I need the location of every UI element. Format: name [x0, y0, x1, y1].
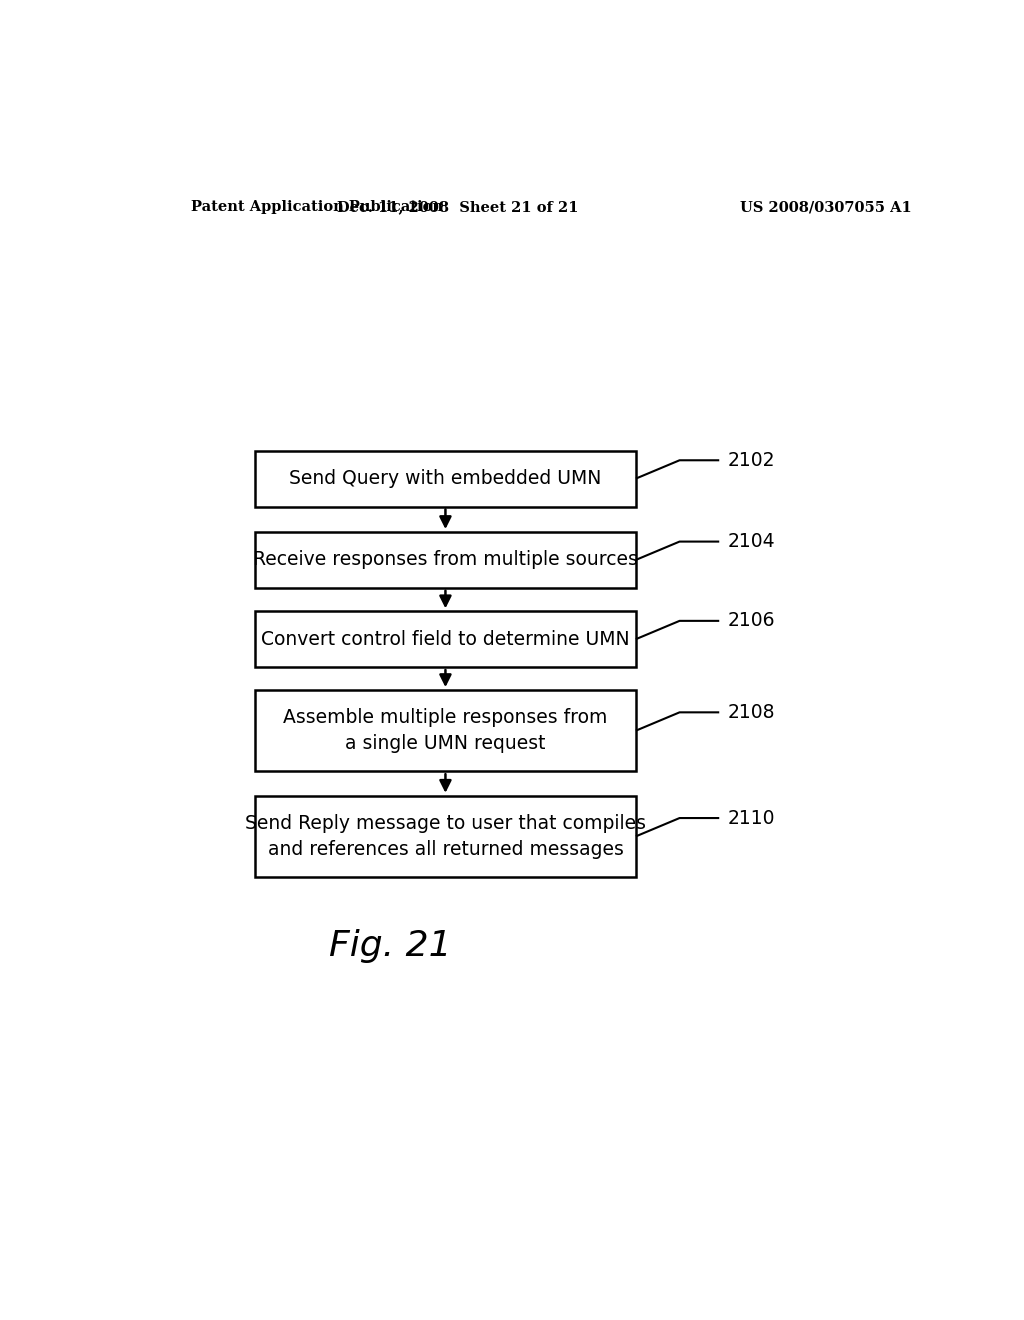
Text: Fig. 21: Fig. 21 — [329, 929, 452, 964]
FancyBboxPatch shape — [255, 796, 636, 876]
FancyBboxPatch shape — [255, 611, 636, 667]
Text: US 2008/0307055 A1: US 2008/0307055 A1 — [740, 201, 912, 214]
Text: Dec. 11, 2008  Sheet 21 of 21: Dec. 11, 2008 Sheet 21 of 21 — [337, 201, 579, 214]
FancyBboxPatch shape — [255, 532, 636, 587]
FancyBboxPatch shape — [255, 690, 636, 771]
Text: Convert control field to determine UMN: Convert control field to determine UMN — [261, 630, 630, 648]
Text: 2104: 2104 — [727, 532, 775, 550]
Text: Send Reply message to user that compiles
and references all returned messages: Send Reply message to user that compiles… — [245, 813, 646, 859]
Text: Assemble multiple responses from
a single UMN request: Assemble multiple responses from a singl… — [284, 708, 607, 754]
Text: 2106: 2106 — [727, 611, 775, 631]
FancyBboxPatch shape — [255, 450, 636, 507]
Text: Patent Application Publication: Patent Application Publication — [191, 201, 443, 214]
Text: 2108: 2108 — [727, 702, 775, 722]
Text: Receive responses from multiple sources: Receive responses from multiple sources — [253, 550, 638, 569]
Text: 2110: 2110 — [727, 809, 775, 828]
Text: Send Query with embedded UMN: Send Query with embedded UMN — [289, 469, 602, 488]
Text: 2102: 2102 — [727, 450, 775, 470]
